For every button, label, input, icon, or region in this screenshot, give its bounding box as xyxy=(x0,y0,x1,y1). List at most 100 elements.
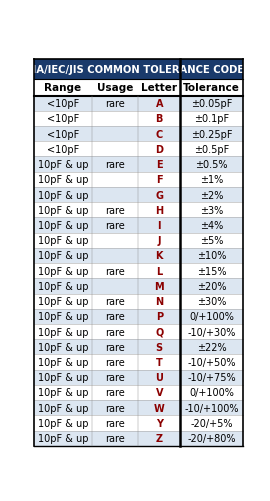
Text: E: E xyxy=(156,160,163,170)
Bar xyxy=(92,340,139,355)
Text: <10pF: <10pF xyxy=(47,129,79,139)
Bar xyxy=(34,233,92,248)
Bar xyxy=(139,309,180,324)
Bar xyxy=(92,309,139,324)
Text: A: A xyxy=(156,99,163,109)
Bar xyxy=(139,264,180,279)
Text: H: H xyxy=(155,205,163,215)
Bar xyxy=(180,294,243,309)
Bar xyxy=(92,264,139,279)
Bar xyxy=(92,294,139,309)
Bar xyxy=(180,233,243,248)
Bar xyxy=(180,127,243,142)
Text: 10pF & up: 10pF & up xyxy=(38,433,88,443)
Text: -10/+75%: -10/+75% xyxy=(187,373,236,382)
Text: 10pF & up: 10pF & up xyxy=(38,388,88,398)
Bar xyxy=(180,112,243,127)
Text: <10pF: <10pF xyxy=(47,145,79,154)
Text: rare: rare xyxy=(106,297,125,307)
Bar xyxy=(139,187,180,203)
Text: ±4%: ±4% xyxy=(200,220,223,230)
Text: 10pF & up: 10pF & up xyxy=(38,236,88,245)
Text: 10pF & up: 10pF & up xyxy=(38,190,88,200)
Bar xyxy=(34,127,92,142)
Bar xyxy=(34,80,92,96)
Text: ±0.25pF: ±0.25pF xyxy=(191,129,232,139)
Text: rare: rare xyxy=(106,373,125,382)
Bar xyxy=(180,157,243,172)
Text: EIA/IEC/JIS COMMON TOLERANCE CODES: EIA/IEC/JIS COMMON TOLERANCE CODES xyxy=(26,65,251,75)
Bar xyxy=(34,248,92,264)
Bar xyxy=(92,400,139,415)
Bar xyxy=(34,142,92,157)
Text: -10/+50%: -10/+50% xyxy=(187,357,236,367)
Text: rare: rare xyxy=(106,342,125,352)
Text: 10pF & up: 10pF & up xyxy=(38,175,88,185)
Bar xyxy=(139,233,180,248)
Text: Y: Y xyxy=(156,418,163,428)
Text: G: G xyxy=(155,190,163,200)
Bar xyxy=(34,370,92,385)
Bar xyxy=(92,324,139,340)
Bar xyxy=(139,400,180,415)
Text: 10pF & up: 10pF & up xyxy=(38,418,88,428)
Text: C: C xyxy=(156,129,163,139)
Text: Range: Range xyxy=(45,83,82,93)
Text: ±10%: ±10% xyxy=(197,251,226,261)
Bar xyxy=(34,112,92,127)
Text: 10pF & up: 10pF & up xyxy=(38,327,88,337)
Text: rare: rare xyxy=(106,418,125,428)
Bar xyxy=(92,142,139,157)
Text: ±3%: ±3% xyxy=(200,205,223,215)
Bar xyxy=(139,203,180,218)
Bar xyxy=(139,355,180,370)
Text: J: J xyxy=(158,236,161,245)
Text: 10pF & up: 10pF & up xyxy=(38,205,88,215)
Bar xyxy=(139,370,180,385)
Text: 10pF & up: 10pF & up xyxy=(38,403,88,413)
Bar xyxy=(180,385,243,400)
Text: T: T xyxy=(156,357,163,367)
Text: ±22%: ±22% xyxy=(197,342,227,352)
Bar xyxy=(139,431,180,446)
Bar xyxy=(92,355,139,370)
Bar xyxy=(92,233,139,248)
Bar xyxy=(180,96,243,112)
Text: rare: rare xyxy=(106,357,125,367)
Bar xyxy=(180,400,243,415)
Text: S: S xyxy=(156,342,163,352)
Text: 10pF & up: 10pF & up xyxy=(38,373,88,382)
Bar xyxy=(180,142,243,157)
Text: M: M xyxy=(154,282,164,291)
Text: -20/+80%: -20/+80% xyxy=(187,433,236,443)
Bar xyxy=(139,96,180,112)
Bar xyxy=(92,127,139,142)
Bar xyxy=(92,431,139,446)
Bar xyxy=(92,385,139,400)
Text: Usage: Usage xyxy=(97,83,134,93)
Text: 0/+100%: 0/+100% xyxy=(189,388,234,398)
Bar xyxy=(34,203,92,218)
Text: W: W xyxy=(154,403,165,413)
Bar xyxy=(180,415,243,431)
Text: rare: rare xyxy=(106,99,125,109)
Bar xyxy=(34,157,92,172)
Text: ±2%: ±2% xyxy=(200,190,223,200)
Bar xyxy=(180,80,243,96)
Bar xyxy=(34,400,92,415)
Text: rare: rare xyxy=(106,312,125,322)
Text: -10/+30%: -10/+30% xyxy=(187,327,236,337)
Text: ±0.1pF: ±0.1pF xyxy=(194,114,229,124)
Text: rare: rare xyxy=(106,205,125,215)
Bar xyxy=(34,60,243,80)
Bar xyxy=(92,248,139,264)
Bar xyxy=(139,218,180,233)
Text: I: I xyxy=(158,220,161,230)
Text: 0/+100%: 0/+100% xyxy=(189,312,234,322)
Bar xyxy=(34,96,92,112)
Bar xyxy=(34,415,92,431)
Text: rare: rare xyxy=(106,327,125,337)
Bar xyxy=(139,112,180,127)
Text: ±0.5pF: ±0.5pF xyxy=(194,145,229,154)
Text: <10pF: <10pF xyxy=(47,114,79,124)
